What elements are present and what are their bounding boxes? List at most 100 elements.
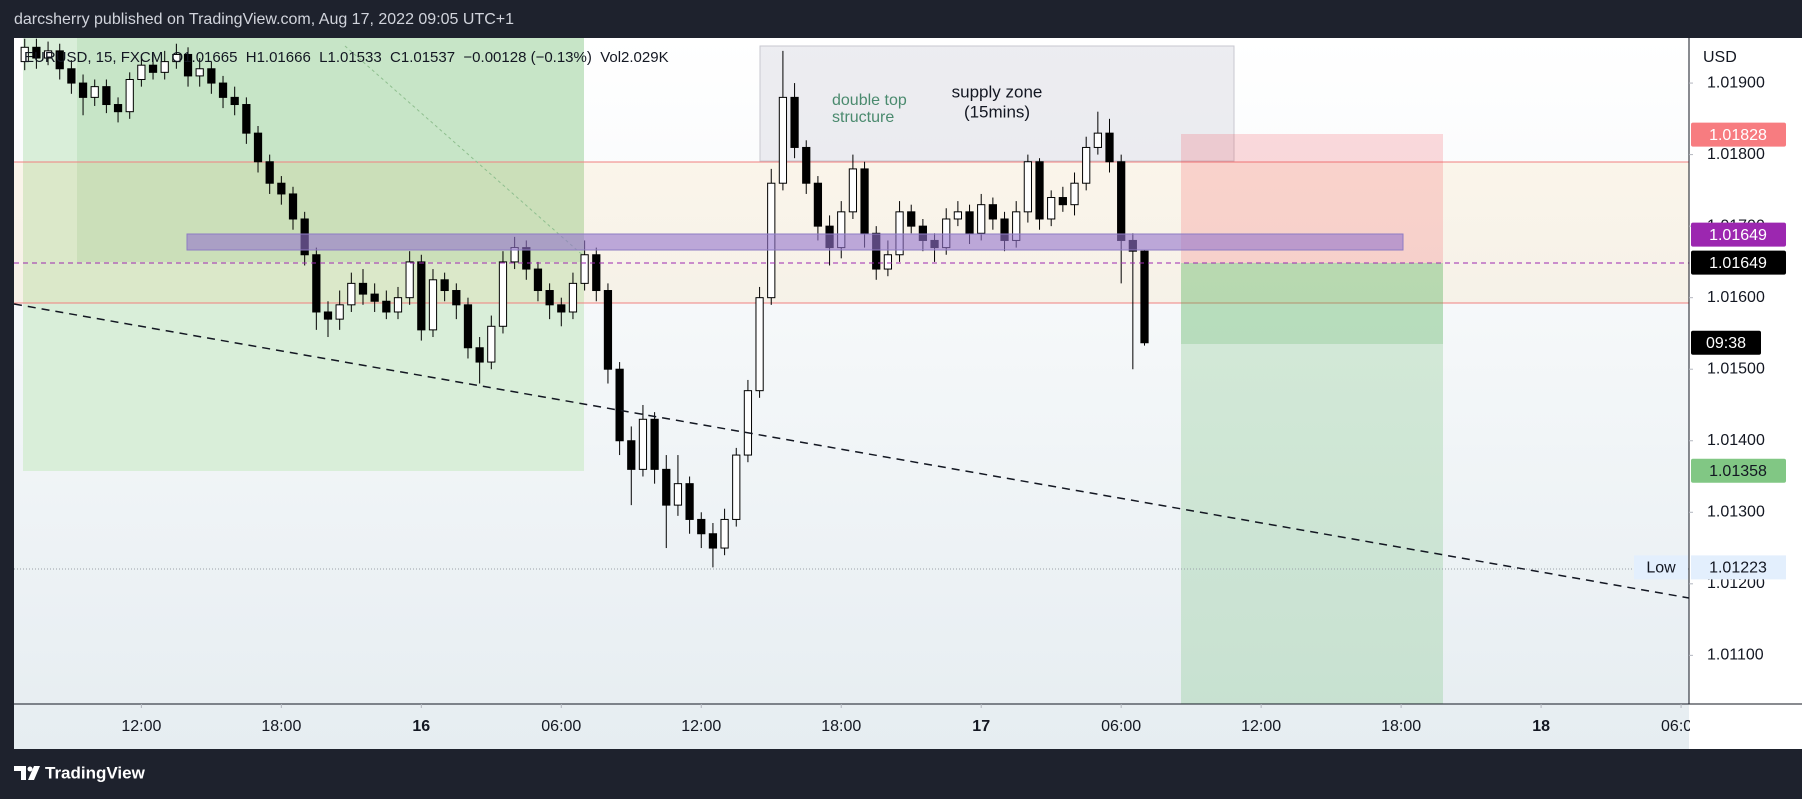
- price-marker-label: 1.01649: [1709, 255, 1767, 272]
- candle-body: [697, 518, 706, 535]
- candle-body: [895, 211, 904, 256]
- candle-body: [393, 297, 403, 313]
- axes: 1.011001.012001.013001.014001.015001.016…: [121, 74, 1802, 749]
- price-marker: [1691, 250, 1786, 275]
- candle-body: [183, 53, 193, 77]
- candle-body: [743, 390, 753, 456]
- x-tick-label: 06:00: [541, 718, 581, 735]
- countdown: 09:38: [1706, 335, 1746, 352]
- candle-body: [802, 146, 811, 184]
- logo-dot: [27, 766, 33, 772]
- x-tick-label: 12:00: [121, 718, 161, 735]
- candle-body: [382, 300, 391, 313]
- y-tick-label: 1.01800: [1707, 146, 1765, 163]
- price-axis: [1689, 38, 1802, 749]
- candle-body: [428, 279, 438, 331]
- candle-body: [452, 290, 461, 306]
- purple-band: [186, 233, 1404, 251]
- candle-body: [90, 86, 99, 98]
- x-tick-label: 18:00: [261, 718, 301, 735]
- candle-body: [498, 261, 508, 327]
- candle-body: [253, 132, 263, 163]
- candle-body: [1082, 146, 1091, 184]
- annotation: double top: [832, 92, 907, 109]
- y-tick-label: 1.01500: [1707, 360, 1765, 377]
- y-tick-label: 1.01100: [1707, 647, 1764, 664]
- candle-body: [230, 96, 239, 106]
- axis-corner: [1690, 705, 1802, 749]
- candle-body: [755, 297, 764, 392]
- drawings-back: [14, 38, 1689, 704]
- price-marker-label: 1.01828: [1709, 127, 1767, 144]
- y-tick-label: 1.01400: [1707, 432, 1765, 449]
- candle-body: [1058, 197, 1067, 206]
- x-tick-label: 17: [972, 718, 990, 735]
- candle-body: [440, 279, 449, 292]
- candle-body: [312, 254, 321, 313]
- candle-body: [148, 64, 158, 73]
- candle-body: [160, 61, 169, 73]
- x-tick-label: 16: [412, 718, 430, 735]
- candle-body: [405, 261, 414, 299]
- low-marker-label: 1.01223: [1709, 560, 1767, 577]
- candle-body: [358, 282, 368, 295]
- annotation: structure: [832, 109, 894, 126]
- candle-body: [207, 68, 216, 84]
- candle-body: [487, 325, 496, 363]
- candle-body: [673, 483, 683, 506]
- candle-body: [67, 68, 76, 84]
- y-tick-label: 1.01600: [1707, 289, 1765, 306]
- candle-body: [988, 204, 997, 220]
- candle-body: [137, 64, 146, 80]
- price-marker-label: 1.01358: [1709, 463, 1767, 480]
- candle-body: [1023, 161, 1032, 213]
- symbol-info: EURUSD, 15, FXCM O1.01665 H1.01666 L1.01…: [24, 49, 669, 66]
- low-marker-name: Low: [1646, 560, 1676, 577]
- candle-body: [370, 293, 379, 302]
- candle-body: [1070, 182, 1079, 206]
- candle-body: [417, 261, 426, 331]
- trend-line: [14, 303, 1689, 599]
- candle-body: [545, 290, 554, 306]
- candle-body: [113, 104, 123, 113]
- candle-body: [813, 182, 823, 227]
- candle-body: [568, 282, 578, 313]
- annotation: (15mins): [964, 102, 1030, 121]
- price-marker: [1691, 222, 1786, 247]
- candle-body: [790, 96, 799, 148]
- candle-body: [1035, 161, 1044, 220]
- candle-body: [977, 204, 986, 234]
- candle-body: [78, 82, 88, 98]
- x-tick-label: 06:00: [1101, 718, 1141, 735]
- currency: USD: [1703, 49, 1737, 66]
- countdown-box: [1691, 330, 1761, 355]
- candle-body: [323, 311, 333, 320]
- low-marker-name-box: [1634, 555, 1688, 580]
- drawings-front: [14, 233, 1689, 599]
- x-tick-label: 18:00: [1381, 718, 1421, 735]
- candle-body: [907, 211, 916, 227]
- candle-body: [615, 368, 624, 442]
- position-target: [1181, 263, 1443, 704]
- candle-body: [102, 86, 111, 106]
- candle-body: [475, 347, 484, 363]
- candle-body: [650, 418, 659, 470]
- low-marker-box: [1691, 555, 1786, 580]
- candle-body: [1117, 161, 1126, 241]
- candle-body: [463, 304, 473, 349]
- candle-body: [522, 247, 531, 270]
- candle-body: [720, 518, 729, 549]
- brand: TradingView: [45, 763, 146, 782]
- candle-body: [335, 304, 344, 320]
- candle-body: [218, 82, 228, 98]
- candle-body: [20, 46, 29, 63]
- candle-body: [848, 168, 858, 213]
- candle-body: [1047, 197, 1056, 220]
- candle-body: [860, 168, 869, 234]
- candle-body: [172, 53, 181, 63]
- y-tick-label: 1.01900: [1707, 74, 1765, 91]
- candle-body: [43, 50, 53, 59]
- candle-body: [1093, 132, 1102, 148]
